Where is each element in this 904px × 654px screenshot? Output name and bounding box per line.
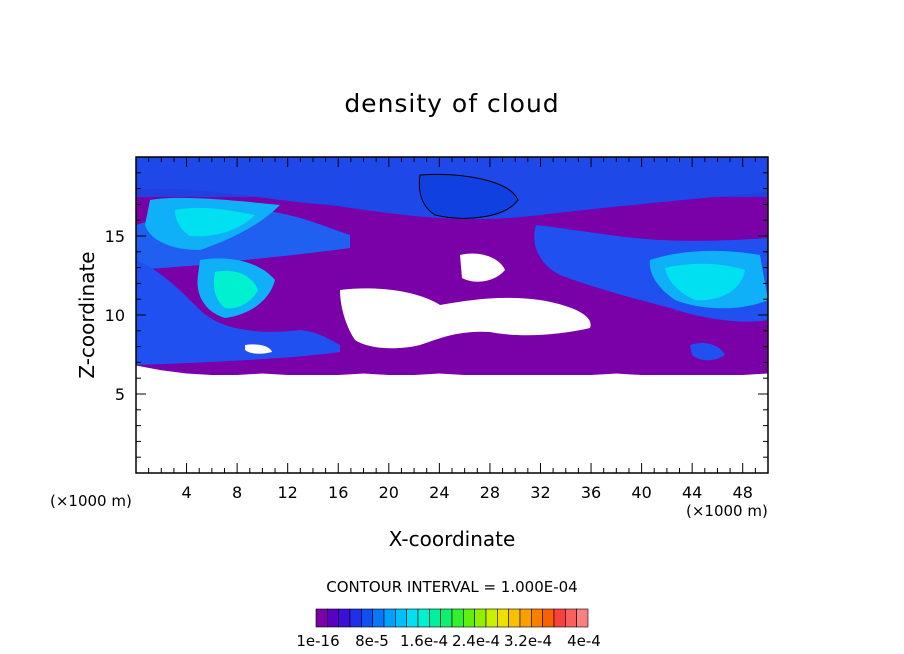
colorbar-swatch bbox=[485, 608, 498, 628]
colorbar-swatch bbox=[417, 608, 430, 628]
y-axis-label: Z-coordinate bbox=[75, 251, 99, 378]
right-teal-core bbox=[665, 263, 745, 301]
colorbar-swatch bbox=[565, 608, 577, 628]
colorbar-swatch bbox=[429, 608, 441, 628]
clear-gap-left bbox=[245, 344, 272, 354]
colorbar-swatch bbox=[406, 608, 419, 628]
x-axis-label: X-coordinate bbox=[389, 527, 516, 551]
x-axis-unit-left: (×1000 m) bbox=[50, 492, 132, 510]
lower-left-blue bbox=[136, 260, 340, 365]
x-tick-label: 12 bbox=[278, 483, 298, 502]
x-axis: 4 8 12 16 20 24 28 32 36 40 44 48 bbox=[148, 157, 769, 502]
x-tick-label: 44 bbox=[682, 483, 702, 502]
colorbar-label: 2.4e-4 bbox=[452, 632, 500, 650]
colorbar-swatch bbox=[542, 608, 555, 628]
colorbar-label: 4e-4 bbox=[567, 632, 601, 650]
colorbar-swatch bbox=[576, 608, 589, 628]
colorbar-label: 8e-5 bbox=[355, 632, 389, 650]
x-tick-label: 16 bbox=[328, 483, 348, 502]
x-tick-label: 20 bbox=[379, 483, 399, 502]
y-tick-label: 5 bbox=[115, 385, 125, 404]
colorbar-swatch bbox=[361, 608, 373, 628]
colorbar-label: 1.6e-4 bbox=[400, 632, 448, 650]
chart-title: density of cloud bbox=[344, 89, 559, 118]
x-tick-label: 36 bbox=[581, 483, 601, 502]
colorbar-swatch bbox=[553, 608, 566, 628]
x-axis-unit-right: (×1000 m) bbox=[686, 502, 768, 520]
colorbar-swatch bbox=[531, 608, 543, 628]
colorbar-labels: 1e-16 8e-5 1.6e-4 2.4e-4 3.2e-4 4e-4 bbox=[296, 632, 601, 650]
x-tick-label: 8 bbox=[232, 483, 242, 502]
colorbar-label: 3.2e-4 bbox=[504, 632, 552, 650]
small-blue-patch bbox=[690, 343, 725, 361]
colorbar-swatch bbox=[338, 608, 351, 628]
heatmap-field bbox=[136, 157, 768, 376]
colorbar-swatch bbox=[519, 608, 532, 628]
clear-gap-center bbox=[340, 288, 591, 349]
colorbar-swatch bbox=[349, 608, 362, 628]
colorbar-swatch bbox=[383, 608, 396, 628]
x-tick-label: 24 bbox=[429, 483, 449, 502]
x-tick-label: 32 bbox=[530, 483, 550, 502]
contour-line-top bbox=[418, 173, 519, 219]
cloud-band bbox=[136, 157, 768, 376]
colorbar-label: 1e-16 bbox=[296, 632, 339, 650]
colorbar-swatch bbox=[315, 608, 328, 628]
y-tick-label: 15 bbox=[105, 227, 125, 246]
colorbar-swatch bbox=[463, 608, 475, 628]
left-teal-core bbox=[175, 207, 255, 237]
colorbar-swatch bbox=[372, 608, 385, 628]
colorbar-swatch bbox=[451, 608, 464, 628]
x-tick-label: 40 bbox=[631, 483, 651, 502]
colorbar-swatch bbox=[474, 608, 487, 628]
clear-gap-top bbox=[460, 253, 505, 282]
colorbar-swatch bbox=[327, 608, 339, 628]
colorbar-swatch bbox=[497, 608, 509, 628]
y-tick-label: 10 bbox=[105, 306, 125, 325]
colorbar-swatch bbox=[440, 608, 453, 628]
colorbar bbox=[315, 608, 589, 628]
contour-interval-label: CONTOUR INTERVAL = 1.000E-04 bbox=[326, 578, 577, 596]
x-tick-label: 48 bbox=[733, 483, 753, 502]
x-tick-label: 28 bbox=[480, 483, 500, 502]
y-axis: 5 10 15 bbox=[105, 172, 768, 458]
mid-left-teal bbox=[213, 270, 258, 309]
colorbar-swatch bbox=[395, 608, 407, 628]
x-tick-label: 4 bbox=[181, 483, 191, 502]
colorbar-swatch bbox=[508, 608, 521, 628]
